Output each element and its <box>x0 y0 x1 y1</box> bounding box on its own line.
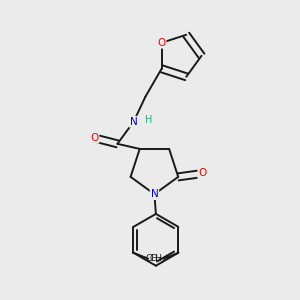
Text: N: N <box>151 189 158 199</box>
Text: O: O <box>90 133 99 143</box>
Text: H: H <box>145 115 152 125</box>
Text: O: O <box>158 38 166 48</box>
Text: CH₃: CH₃ <box>146 254 162 263</box>
Text: N: N <box>130 117 137 127</box>
Text: O: O <box>198 168 206 178</box>
Text: CH₃: CH₃ <box>149 254 166 263</box>
